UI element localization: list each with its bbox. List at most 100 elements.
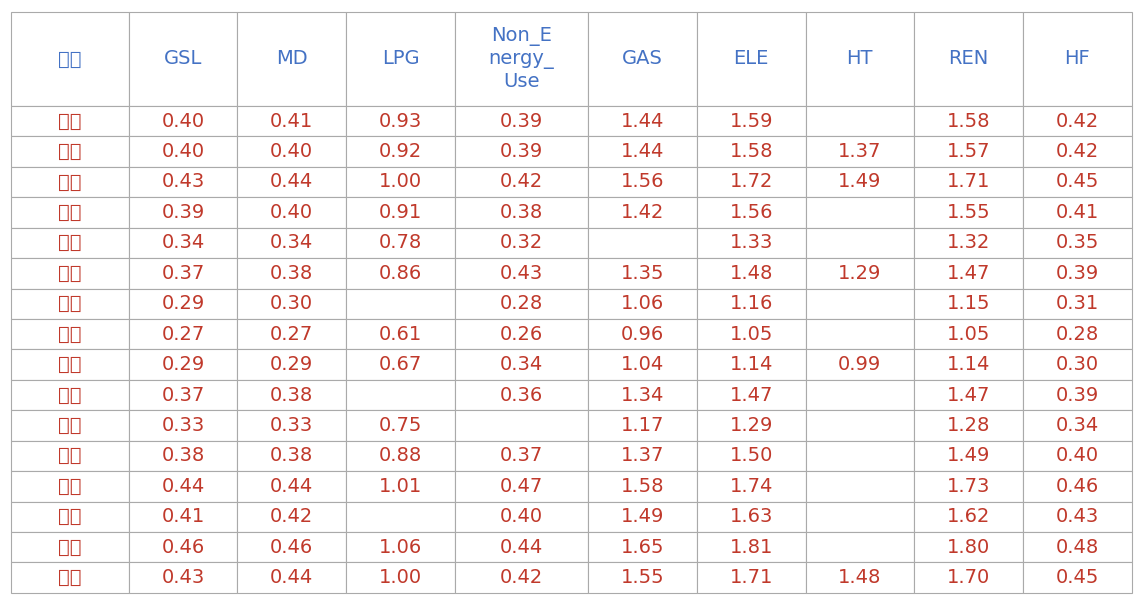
Bar [914,532,1023,563]
Text: 강원: 강원 [58,111,82,131]
Text: 0.38: 0.38 [270,446,313,465]
Bar [238,350,346,380]
Bar [1023,380,1132,410]
Bar [1023,106,1132,136]
Text: 1.33: 1.33 [729,234,773,252]
Bar [238,106,346,136]
Bar [129,319,238,350]
Text: 0.61: 0.61 [378,325,422,344]
Bar [589,289,697,319]
Bar [589,227,697,258]
Bar [129,258,238,289]
Text: 1.49: 1.49 [621,508,664,526]
Bar [346,563,455,593]
Text: 0.47: 0.47 [499,477,543,496]
Text: 서울: 서울 [58,355,82,374]
Bar [11,106,129,136]
Bar [697,167,806,197]
Text: 0.31: 0.31 [1056,294,1098,313]
Bar [697,136,806,167]
Bar [589,380,697,410]
Bar [806,258,914,289]
Text: 1.55: 1.55 [621,568,664,587]
Bar [914,289,1023,319]
Text: 0.26: 0.26 [499,325,543,344]
Bar [589,106,697,136]
Text: 1.50: 1.50 [729,446,773,465]
Bar [806,532,914,563]
Text: 1.71: 1.71 [729,568,773,587]
Bar [697,471,806,502]
Text: 0.40: 0.40 [499,508,543,526]
Text: 1.34: 1.34 [621,385,664,405]
Text: 0.48: 0.48 [1056,538,1098,557]
Text: 0.42: 0.42 [1056,111,1098,131]
Bar [806,12,914,106]
Text: 1.59: 1.59 [729,111,773,131]
Bar [129,350,238,380]
Bar [455,106,589,136]
Text: 0.42: 0.42 [499,568,543,587]
Text: 0.33: 0.33 [161,416,205,435]
Text: 0.44: 0.44 [270,477,313,496]
Bar [346,471,455,502]
Text: 인천: 인천 [58,416,82,435]
Bar [346,197,455,227]
Text: 0.40: 0.40 [161,111,205,131]
Text: Non_E
nergy_
Use: Non_E nergy_ Use [488,27,554,91]
Text: 0.46: 0.46 [161,538,205,557]
Text: 1.71: 1.71 [946,172,990,191]
Text: 경기: 경기 [58,142,82,161]
Text: 경남: 경남 [58,172,82,191]
Text: 광주: 광주 [58,234,82,252]
Text: 0.29: 0.29 [270,355,313,374]
Bar [238,471,346,502]
Text: 대전: 대전 [58,294,82,313]
Bar [589,197,697,227]
Bar [11,471,129,502]
Text: 부산: 부산 [58,325,82,344]
Bar [346,319,455,350]
Bar [238,197,346,227]
Text: 0.86: 0.86 [378,264,422,283]
Bar [1023,136,1132,167]
Bar [238,410,346,440]
Text: 0.44: 0.44 [161,477,205,496]
Bar [914,410,1023,440]
Text: 1.28: 1.28 [946,416,990,435]
Text: 0.44: 0.44 [499,538,543,557]
Bar [346,227,455,258]
Text: 0.93: 0.93 [378,111,422,131]
Text: 1.58: 1.58 [729,142,773,161]
Text: ELE: ELE [734,50,769,68]
Text: 1.44: 1.44 [621,142,664,161]
Text: 0.34: 0.34 [270,234,313,252]
Bar [455,563,589,593]
Bar [346,532,455,563]
Text: 0.34: 0.34 [499,355,543,374]
Bar [455,289,589,319]
Text: 0.38: 0.38 [161,446,205,465]
Text: 0.42: 0.42 [499,172,543,191]
Bar [129,532,238,563]
Bar [238,380,346,410]
Bar [238,289,346,319]
Text: 1.15: 1.15 [946,294,990,313]
Text: 0.29: 0.29 [161,355,205,374]
Bar [129,136,238,167]
Text: 1.42: 1.42 [621,203,664,222]
Bar [346,289,455,319]
Bar [589,319,697,350]
Text: MD: MD [275,50,307,68]
Text: 1.29: 1.29 [729,416,773,435]
Bar [129,12,238,106]
Text: 0.42: 0.42 [270,508,313,526]
Text: 1.58: 1.58 [946,111,990,131]
Text: 1.44: 1.44 [621,111,664,131]
Bar [589,563,697,593]
Bar [11,350,129,380]
Text: GSL: GSL [163,50,202,68]
Bar [11,410,129,440]
Text: 울산: 울산 [58,385,82,405]
Bar [455,136,589,167]
